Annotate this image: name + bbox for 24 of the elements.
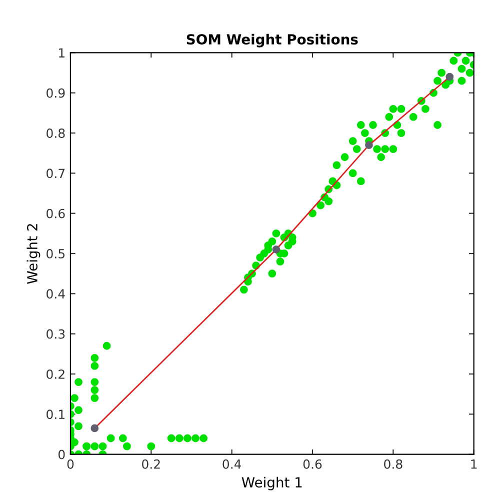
point	[272, 246, 280, 254]
y-tick-label: 1	[59, 48, 64, 58]
y-tick-label: 0	[58, 450, 65, 460]
y-tick-label: 0.7	[46, 168, 65, 178]
x-axis-title: Weight 1	[242, 476, 302, 490]
x-tick-label: 0	[67, 459, 74, 469]
y-tick-label: 0.9	[46, 88, 65, 98]
y-tick-label: 0.3	[46, 329, 65, 339]
y-tick-label: 0.4	[46, 289, 65, 299]
x-tick-label: 0.8	[384, 459, 402, 469]
x-tick-label: 0.4	[222, 459, 242, 469]
point	[90, 424, 99, 432]
y-tick-label: 0.6	[46, 208, 65, 218]
y-tick-label: 0.2	[46, 369, 64, 379]
chart-title: SOM Weight Positions	[186, 34, 358, 48]
x-tick-label: 0.2	[142, 459, 160, 469]
x-tick-label: 1	[471, 460, 477, 469]
y-axis-title: Weight 2	[26, 224, 40, 284]
y-tick-label: 0.5	[46, 248, 65, 258]
y-tick-label: 0.8	[46, 128, 65, 138]
x-tick-label: 0.6	[303, 459, 322, 469]
point	[446, 72, 454, 81]
point	[365, 141, 373, 150]
y-tick-label: 0.1	[46, 410, 64, 420]
